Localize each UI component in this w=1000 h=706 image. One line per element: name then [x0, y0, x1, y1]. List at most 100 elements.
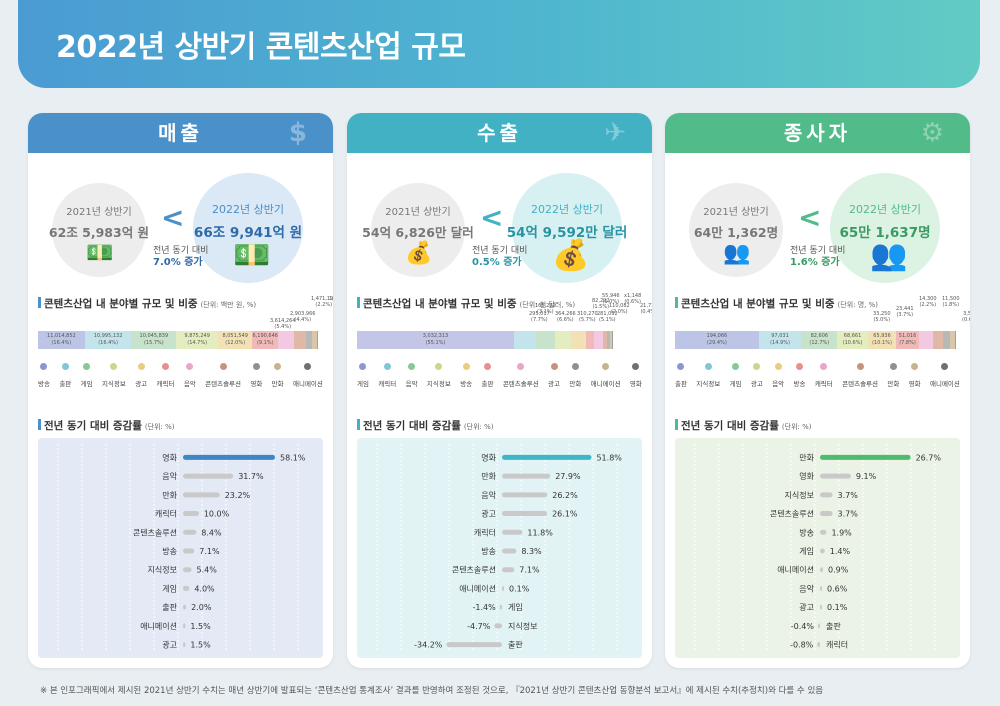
legend-item: 지식정보: [427, 363, 451, 388]
bar-value-label: -1.4%: [473, 603, 497, 612]
bar-category-label: 영화: [162, 452, 177, 462]
legend-item: 광고: [548, 363, 560, 388]
bars-section-title: 전년 동기 대비 증감률 (단위: %): [38, 418, 174, 433]
stacked-share-bar: 194,066 (29.4%) 97,031 (14.9%) 82,606 (12.…: [675, 331, 960, 349]
increase-arrow-icon: <: [798, 201, 822, 234]
stack-annotation: 310,270 (5.7%): [577, 311, 598, 323]
legend-label: 영화: [629, 380, 642, 388]
bar: [820, 511, 833, 517]
legend-swatch: [774, 363, 782, 370]
prev-year-value: 54억 6,826만 달러: [362, 225, 474, 240]
stack-annotations: 3,614,264 (5.4%) 2,903,966 (4.4%) 1,471,19…: [28, 296, 333, 330]
legend-label: 게임: [729, 380, 742, 388]
cur-year-label: 2022년 상반기: [849, 203, 921, 216]
header-decoration-icon: $: [288, 118, 307, 148]
legend-swatch: [632, 363, 640, 370]
stack-section-title: 콘텐츠산업 내 분야별 규모 및 비중 (단위: 명, %): [675, 296, 878, 311]
legend-item: 애니메이션: [293, 363, 323, 388]
stack-segment: [554, 331, 571, 349]
bar-category-label: 게임: [799, 546, 814, 556]
legend-item: 게임: [357, 363, 369, 388]
bar: [817, 642, 820, 648]
stack-annotation: 3,596 (0.6%): [962, 311, 970, 323]
bar-category-label: 콘텐츠솔루션: [770, 509, 814, 519]
cur-year-value: 65만 1,637명: [839, 225, 931, 241]
bar-value-label: 8.4%: [201, 528, 222, 537]
panel-header: 종사자 ⚙: [665, 113, 970, 153]
legend-swatch: [435, 363, 443, 370]
bar-value-label: 7.1%: [519, 566, 540, 575]
stack-unit: (단위: 백만 원, %): [200, 301, 257, 309]
stack-segment: [607, 331, 611, 349]
stack-annotation: 11,500 (1.8%): [942, 296, 960, 308]
legend-label: 애니메이션: [929, 380, 960, 388]
legend-item: 영화: [630, 363, 642, 388]
header-decoration-icon: ✈: [604, 118, 626, 148]
bar-value-label: 1.5%: [190, 622, 211, 631]
bars-section-title-text: 전년 동기 대비 증감률: [681, 420, 779, 432]
bar-value-label: 4.0%: [194, 584, 215, 593]
legend-label: 캐릭터: [814, 380, 833, 388]
stack-section-title: 콘텐츠산업 내 분야별 규모 및 비중 (단위: 백만 원, %): [38, 296, 256, 311]
cur-year-circle: 2022년 상반기 66조 9,941억 원: [193, 173, 303, 283]
legend-item: 캐릭터: [156, 363, 175, 388]
stack-segment: 82,606 (12.7%): [801, 331, 838, 349]
bar-value-label: 27.9%: [555, 472, 581, 481]
bar-category-label: 지식정보: [508, 621, 537, 631]
legend-swatch: [408, 363, 416, 370]
bar: [502, 567, 515, 573]
cur-year-value: 54억 9,592만 달러: [506, 225, 628, 241]
bar: [502, 454, 592, 460]
legend-label: 캐릭터: [156, 380, 175, 388]
stack-section-title-text: 콘텐츠산업 내 분야별 규모 및 비중: [44, 298, 198, 310]
legend-item: 애니메이션: [591, 363, 621, 388]
stack-segment: 194,066 (29.4%): [675, 331, 759, 349]
legend-label: 게임: [80, 380, 93, 388]
legend-item: 음악: [772, 363, 784, 388]
bar: [183, 604, 187, 610]
prev-year-value: 64만 1,362명: [693, 225, 779, 240]
prev-year-label: 2021년 상반기: [385, 207, 451, 218]
bar-value-label: 1.5%: [190, 641, 211, 650]
legend-label: 콘텐츠솔루션: [205, 380, 242, 388]
bar-category-label: 음악: [162, 471, 177, 481]
legend-label: 만화: [887, 380, 900, 388]
bar: [183, 473, 234, 479]
bar-value-label: 31.7%: [238, 472, 264, 481]
stack-segment: [293, 331, 307, 349]
legend-label: 콘텐츠솔루션: [842, 380, 879, 388]
bars-unit: (단위: %): [144, 423, 175, 431]
stack-annotation: 2,903,966 (4.4%): [290, 311, 316, 323]
stack-segment: [306, 331, 313, 349]
bar-value-label: 11.8%: [527, 528, 553, 537]
bar-category-label: 만화: [481, 472, 496, 481]
people-icon: 👥: [870, 238, 908, 273]
stack-annotation: 33,250 (5.0%): [873, 311, 891, 323]
legend-swatch: [517, 363, 525, 370]
bar: [494, 623, 502, 629]
bar: [183, 567, 192, 573]
people-icon: 👥: [723, 241, 751, 266]
legend-label: 광고: [135, 380, 148, 388]
prev-year-circle: 2021년 상반기 64만 1,362명: [689, 183, 783, 277]
bar-value-label: 10.0%: [204, 510, 230, 519]
legend-item: 영화: [909, 363, 921, 388]
stack-segment: 68,661 (10.6%): [837, 331, 868, 349]
bar-value-label: 0.1%: [827, 603, 848, 612]
stack-segment: [278, 331, 294, 349]
stack-legend: 게임 캐릭터 음악 지식정보 방송 출판 콘텐츠솔루션 광고 만화 애니메이션 영화: [357, 363, 642, 388]
stack-annotation: 110,082 (2.0%): [609, 303, 630, 315]
bar: [183, 623, 186, 629]
stack-segment: [585, 331, 595, 349]
bar-category-label: 방송: [799, 527, 814, 537]
bar: [502, 548, 517, 554]
bar: [820, 529, 827, 535]
stack-annotation: 295,017 (7.7%): [529, 311, 550, 323]
legend-swatch: [704, 363, 712, 370]
bar-category-label: 게임: [162, 583, 177, 593]
bar-category-label: 지식정보: [148, 565, 177, 575]
bar-category-label: 광고: [481, 509, 496, 519]
prev-year-label: 2021년 상반기: [703, 207, 769, 218]
legend-item: 출판: [482, 363, 493, 388]
stack-annotation: 3,614,264 (5.4%): [270, 318, 296, 330]
